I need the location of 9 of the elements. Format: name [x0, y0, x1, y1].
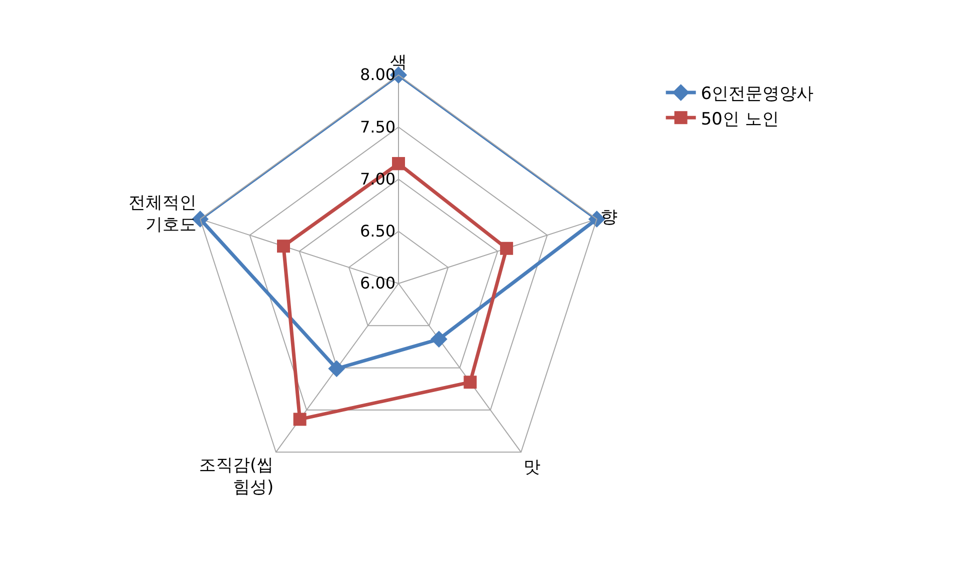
y-tick-label: 7.50	[360, 117, 396, 136]
spoke-label: 향	[600, 207, 618, 228]
legend-label: 50인 노인	[700, 109, 779, 130]
y-tick-label: 6.00	[360, 274, 396, 293]
y-tick-label: 6.50	[360, 222, 396, 241]
spoke-label: 맛	[523, 458, 540, 478]
spoke-label: 전체적인 기호도	[128, 193, 196, 236]
spoke-label: 조직감(씹힘성)	[199, 455, 274, 498]
legend-label: 6인전문영양사	[700, 84, 814, 104]
